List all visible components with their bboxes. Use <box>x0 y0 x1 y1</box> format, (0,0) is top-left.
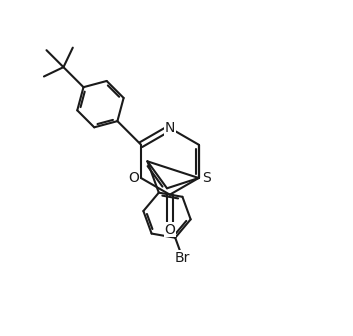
Text: N: N <box>164 121 175 135</box>
Text: Br: Br <box>175 251 190 265</box>
Text: O: O <box>128 171 139 185</box>
Text: O: O <box>164 223 175 237</box>
Text: S: S <box>202 171 211 185</box>
